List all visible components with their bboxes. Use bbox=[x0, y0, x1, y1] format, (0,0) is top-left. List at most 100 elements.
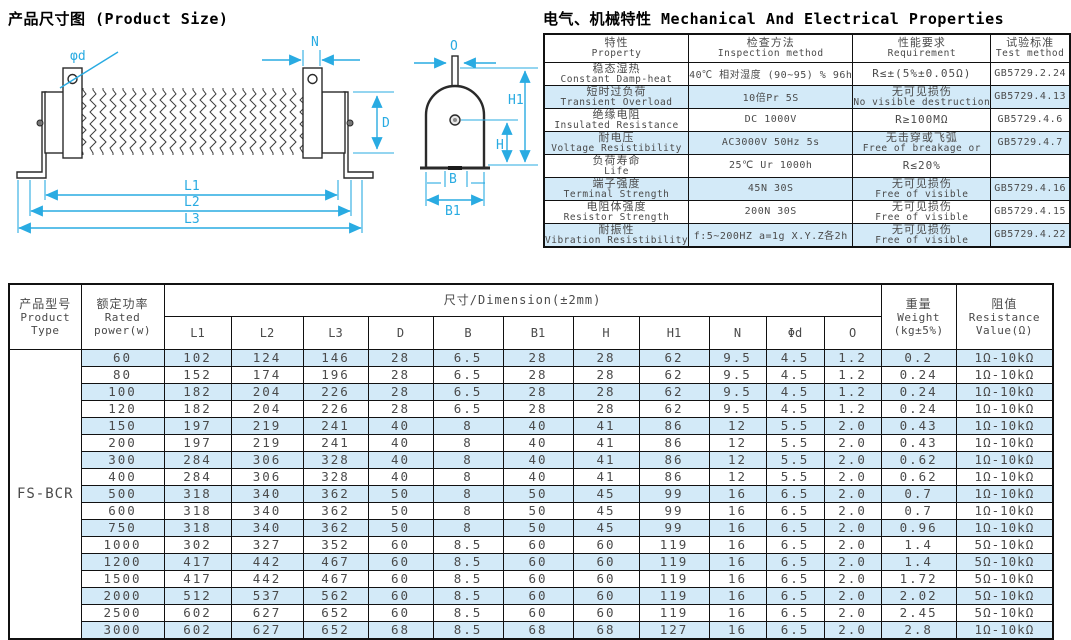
dim-value-cell: 28 bbox=[502, 365, 574, 384]
dim-value-cell: 50 bbox=[502, 501, 574, 520]
property-name-zh: 稳态湿热 bbox=[592, 62, 641, 75]
dimension-row: 2500 602 627 652 60 8.5 60 60 119 16 6.5 2.0 2.45 5Ω-… bbox=[9, 603, 1054, 622]
dimension-row: 300 284 306 328 40 8 40 41 86 12 5.5 2.0 0.62 1Ω-10kΩ bbox=[9, 450, 1054, 469]
dimension-row: 500 318 340 362 50 8 50 45 99 16 6.5 2.0 0.7 1Ω-10kΩ bbox=[9, 484, 1054, 503]
test-standard: GB5729.4.15 bbox=[990, 199, 1071, 224]
resistance-cell: 1Ω-10kΩ bbox=[955, 348, 1054, 367]
dim-value-cell: 8.5 bbox=[432, 552, 504, 571]
property-name-en: Vibration Resistibility bbox=[545, 234, 689, 246]
dim-value-cell: 12 bbox=[708, 416, 767, 435]
dim-value-cell: 6.5 bbox=[432, 348, 504, 367]
end-view-bottom-tab bbox=[448, 166, 462, 170]
resistance-cell: 1Ω-10kΩ bbox=[955, 467, 1054, 486]
weight-cell: 1.4 bbox=[880, 552, 957, 571]
dim-value-cell: 362 bbox=[302, 518, 369, 537]
dim-value-cell: 8 bbox=[432, 484, 504, 503]
col-header-weight: 重量 Weight (kg±5%) bbox=[880, 283, 957, 350]
dim-value-cell: 68 bbox=[502, 620, 574, 639]
dim-value-cell: 12 bbox=[708, 433, 767, 452]
dim-value-cell: 41 bbox=[572, 433, 640, 452]
dim-value-cell: 99 bbox=[638, 484, 710, 503]
property-row: 稳态湿热 Constant Damp-heat 40℃ 相对湿度 (90~95)… bbox=[543, 61, 1071, 86]
dim-value-cell: 16 bbox=[708, 586, 767, 605]
weight-cell: 1.72 bbox=[880, 569, 957, 588]
resistance-cell: 1Ω-10kΩ bbox=[955, 399, 1054, 418]
dim-value-cell: 306 bbox=[230, 450, 304, 469]
resistance-cell: 1Ω-10kΩ bbox=[955, 416, 1054, 435]
terminal-left bbox=[36, 119, 44, 127]
dim-value-cell: 340 bbox=[230, 518, 304, 537]
dim-col-header: N bbox=[708, 315, 767, 350]
dimension-row: 200 197 219 241 40 8 40 41 86 12 5.5 2.0 0.43 1Ω-10kΩ bbox=[9, 433, 1054, 452]
test-standard: GB5729.4.16 bbox=[990, 176, 1071, 201]
property-row: 短时过负荷 Transient Overload 10倍Pr 5S 无可见损伤 … bbox=[543, 84, 1071, 109]
l2-label: L2 bbox=[184, 195, 200, 210]
dim-value-cell: 124 bbox=[230, 348, 304, 367]
dim-value-cell: 41 bbox=[572, 416, 640, 435]
dim-value-cell: 6.5 bbox=[765, 586, 825, 605]
dim-value-cell: 60 bbox=[572, 569, 640, 588]
requirement-zh: 无可见损伤 bbox=[891, 200, 952, 213]
rated-power-cell: 300 bbox=[80, 450, 165, 469]
dim-value-cell: 99 bbox=[638, 501, 710, 520]
weight-cell: 0.7 bbox=[880, 484, 957, 503]
dim-value-cell: 50 bbox=[367, 501, 434, 520]
property-name-en: Resistor Strength bbox=[563, 211, 670, 223]
b1-label: B1 bbox=[445, 204, 461, 219]
resistance-cell: 5Ω-10kΩ bbox=[955, 552, 1054, 571]
col-header-product-type: 产品型号 Product Type bbox=[8, 283, 82, 350]
h1-label: H1 bbox=[508, 93, 524, 108]
inspection-method: AC3000V 50Hz 5s bbox=[688, 130, 854, 155]
dim-value-cell: 5.5 bbox=[765, 416, 825, 435]
dim-value-cell: 60 bbox=[502, 603, 574, 622]
dim-value-cell: 284 bbox=[163, 450, 232, 469]
dim-value-cell: 602 bbox=[163, 603, 232, 622]
dimension-row: 600 318 340 362 50 8 50 45 99 16 6.5 2.0 0.7 1Ω-10kΩ bbox=[9, 501, 1054, 520]
dim-value-cell: 2.0 bbox=[823, 620, 882, 639]
dim-value-cell: 41 bbox=[572, 467, 640, 486]
dimension-row: 400 284 306 328 40 8 40 41 86 12 5.5 2.0 0.62 1Ω-10kΩ bbox=[9, 467, 1054, 486]
rated-power-cell: 3000 bbox=[80, 620, 165, 639]
weight-cell: 0.24 bbox=[880, 365, 957, 384]
dim-value-cell: 4.5 bbox=[765, 382, 825, 401]
weight-cell: 0.62 bbox=[880, 450, 957, 469]
property-name-zh: 负荷寿命 bbox=[592, 154, 641, 167]
dim-value-cell: 127 bbox=[638, 620, 710, 639]
product-size-title: 产品尺寸图 (Product Size) bbox=[8, 10, 229, 28]
dim-value-cell: 16 bbox=[708, 569, 767, 588]
dim-value-cell: 60 bbox=[572, 552, 640, 571]
dim-value-cell: 652 bbox=[302, 603, 369, 622]
property-name-en: Life bbox=[604, 165, 629, 177]
resistance-cell: 1Ω-10kΩ bbox=[955, 620, 1054, 639]
dim-value-cell: 4.5 bbox=[765, 348, 825, 367]
rated-power-cell: 2500 bbox=[80, 603, 165, 622]
dim-value-cell: 40 bbox=[367, 450, 434, 469]
rated-power-cell: 2000 bbox=[80, 586, 165, 605]
dimension-row: 80 152 174 196 28 6.5 28 28 62 9.5 4.5 1.2 0.24 1Ω-10… bbox=[9, 365, 1054, 384]
dim-value-cell: 60 bbox=[367, 552, 434, 571]
weight-cell: 0.62 bbox=[880, 467, 957, 486]
dim-value-cell: 28 bbox=[502, 348, 574, 367]
requirement-zh: R≤±(5%±0.05Ω) bbox=[872, 66, 972, 80]
dim-value-cell: 226 bbox=[302, 382, 369, 401]
dim-value-cell: 60 bbox=[572, 535, 640, 554]
property-row: 耐电压 Voltage Resistibility AC3000V 50Hz 5… bbox=[543, 130, 1071, 155]
mounting-bracket-right bbox=[343, 91, 374, 179]
properties-title: 电气、机械特性 Mechanical And Electrical Proper… bbox=[543, 10, 1005, 28]
dim-value-cell: 28 bbox=[572, 399, 640, 418]
tab-hole-right bbox=[307, 73, 318, 85]
dimension-row: 100 182 204 226 28 6.5 28 28 62 9.5 4.5 1.2 0.24 1Ω-1… bbox=[9, 382, 1054, 401]
resistor-end-view: O H1 H B B1 bbox=[414, 39, 538, 219]
dim-value-cell: 60 bbox=[502, 569, 574, 588]
dim-value-cell: 442 bbox=[230, 552, 304, 571]
weight-cell: 0.43 bbox=[880, 433, 957, 452]
property-name-zh: 绝缘电阻 bbox=[592, 108, 641, 121]
dim-value-cell: 60 bbox=[367, 603, 434, 622]
dim-value-cell: 45 bbox=[572, 518, 640, 537]
property-name-en: Voltage Resistibility bbox=[551, 142, 682, 154]
dim-value-cell: 467 bbox=[302, 569, 369, 588]
resistor-winding bbox=[68, 88, 322, 155]
dim-value-cell: 219 bbox=[230, 433, 304, 452]
requirement-zh: R≤20% bbox=[902, 158, 941, 172]
dim-value-cell: 45 bbox=[572, 484, 640, 503]
